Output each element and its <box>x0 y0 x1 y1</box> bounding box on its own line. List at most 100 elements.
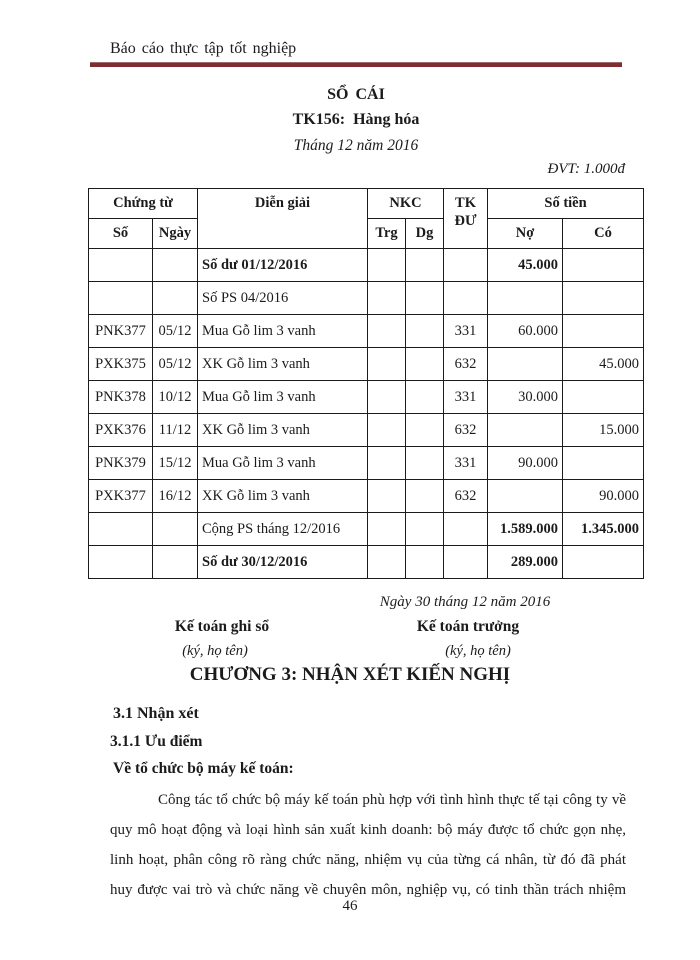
page-title: SỔ CÁI <box>327 86 385 103</box>
cell-trg <box>367 248 406 282</box>
ledger-table: Chứng từ Diễn giải NKC TK ĐƯ Số tiền Số … <box>88 188 645 579</box>
cell-trg <box>367 314 406 348</box>
col-header-no: Nợ <box>487 218 564 249</box>
cell-trg <box>367 479 406 513</box>
cell-ngay: 16/12 <box>152 479 198 513</box>
subsection-heading: 3.1.1 Ưu điểm <box>110 733 203 750</box>
period-line: Tháng 12 năm 2016 <box>293 137 419 154</box>
cell-ngay <box>152 545 198 579</box>
table-row: PXK377 16/12 XK Gỗ lim 3 vanh 632 90.000 <box>88 479 645 513</box>
cell-so <box>88 512 153 546</box>
unit-note: ĐVT: 1.000đ <box>547 161 625 177</box>
body-paragraph: Công tác tổ chức bộ máy kế toán phù hợp … <box>110 792 626 898</box>
cell-dg <box>404 479 445 513</box>
cell-so: PNK379 <box>88 446 153 480</box>
table-header-row-2: Số Ngày Trg Dg Nợ Có <box>88 218 645 249</box>
cell-so: PXK376 <box>88 413 153 447</box>
table-row: Số dư 30/12/2016 289.000 <box>88 545 645 579</box>
cell-no: 30.000 <box>487 380 564 414</box>
cell-tk-du: 331 <box>443 446 489 480</box>
col-header-so: Số <box>88 218 153 249</box>
cell-dien-giai: Mua Gỗ lim 3 vanh <box>197 314 368 348</box>
cell-no: 1.589.000 <box>487 512 564 546</box>
cell-trg <box>367 446 406 480</box>
cell-so: PXK375 <box>88 347 153 381</box>
cell-dien-giai: Mua Gỗ lim 3 vanh <box>197 446 368 480</box>
col-header-dien-giai: Diễn giải <box>197 188 368 249</box>
cell-so <box>88 248 153 282</box>
cell-co <box>562 380 645 414</box>
cell-dien-giai: Số dư 30/12/2016 <box>197 545 368 579</box>
cell-dg <box>404 281 445 315</box>
cell-ngay <box>152 281 198 315</box>
cell-dien-giai: XK Gỗ lim 3 vanh <box>197 347 368 381</box>
cell-so <box>88 281 153 315</box>
col-header-ngay: Ngày <box>152 218 198 249</box>
cell-trg <box>367 380 406 414</box>
cell-dien-giai: Cộng PS tháng 12/2016 <box>197 512 368 546</box>
cell-ngay: 05/12 <box>152 314 198 348</box>
table-header-row-1: Chứng từ Diễn giải NKC TK ĐƯ Số tiền <box>88 188 645 249</box>
table-row: Số PS 04/2016 <box>88 281 645 315</box>
cell-no: 45.000 <box>487 248 564 282</box>
chapter-heading: CHƯƠNG 3: NHẬN XÉT KIẾN NGHỊ <box>189 664 511 685</box>
cell-tk-du: 331 <box>443 380 489 414</box>
cell-so: PXK377 <box>88 479 153 513</box>
cell-dien-giai: Số PS 04/2016 <box>197 281 368 315</box>
cell-trg <box>367 413 406 447</box>
cell-dg <box>404 545 445 579</box>
cell-dg <box>404 413 445 447</box>
cell-co <box>562 446 645 480</box>
cell-ngay: 10/12 <box>152 380 198 414</box>
cell-ngay: 05/12 <box>152 347 198 381</box>
cell-dien-giai: Mua Gỗ lim 3 vanh <box>197 380 368 414</box>
cell-co: 15.000 <box>562 413 645 447</box>
cell-tk-du <box>443 545 489 579</box>
signature-date-line: Ngày 30 tháng 12 năm 2016 <box>379 594 551 610</box>
signature-title-bookkeeper: Kế toán ghi sổ <box>174 618 270 635</box>
cell-no: 289.000 <box>487 545 564 579</box>
cell-ngay: 11/12 <box>152 413 198 447</box>
cell-no <box>487 347 564 381</box>
cell-tk-du: 632 <box>443 479 489 513</box>
table-row: Số dư 01/12/2016 45.000 <box>88 248 645 282</box>
table-row: PXK375 05/12 XK Gỗ lim 3 vanh 632 45.000 <box>88 347 645 381</box>
cell-co: 90.000 <box>562 479 645 513</box>
cell-no <box>487 413 564 447</box>
account-title: TK156: Hàng hóa <box>292 111 420 128</box>
cell-no <box>487 479 564 513</box>
title-block: SỔ CÁI TK156: Hàng hóa Tháng 12 năm 2016 <box>90 86 622 155</box>
running-header: Báo cáo thực tập tốt nghiệp <box>110 40 297 57</box>
cell-co: 1.345.000 <box>562 512 645 546</box>
cell-dg <box>404 314 445 348</box>
cell-trg <box>367 281 406 315</box>
cell-dg <box>404 446 445 480</box>
cell-dg <box>404 347 445 381</box>
cell-co <box>562 248 645 282</box>
col-header-dg: Dg <box>404 218 445 249</box>
col-header-so-tien: Số tiền <box>487 188 645 219</box>
col-header-nkc: NKC <box>366 188 445 219</box>
table-row: PNK377 05/12 Mua Gỗ lim 3 vanh 331 60.00… <box>88 314 645 348</box>
cell-tk-du: 632 <box>443 413 489 447</box>
cell-ngay <box>152 248 198 282</box>
cell-co <box>562 314 645 348</box>
cell-no: 60.000 <box>487 314 564 348</box>
cell-trg <box>367 347 406 381</box>
cell-so <box>88 545 153 579</box>
cell-so: PNK378 <box>88 380 153 414</box>
cell-co <box>562 545 645 579</box>
col-header-chung-tu: Chứng từ <box>88 188 198 219</box>
cell-trg <box>367 512 406 546</box>
col-header-co: Có <box>562 218 645 249</box>
table-row: PNK378 10/12 Mua Gỗ lim 3 vanh 331 30.00… <box>88 380 645 414</box>
cell-co: 45.000 <box>562 347 645 381</box>
cell-tk-du <box>443 248 489 282</box>
table-row: Cộng PS tháng 12/2016 1.589.000 1.345.00… <box>88 512 645 546</box>
section-heading: 3.1 Nhận xét <box>113 705 199 722</box>
cell-dg <box>404 248 445 282</box>
cell-tk-du <box>443 281 489 315</box>
cell-co <box>562 281 645 315</box>
cell-dien-giai: Số dư 01/12/2016 <box>197 248 368 282</box>
